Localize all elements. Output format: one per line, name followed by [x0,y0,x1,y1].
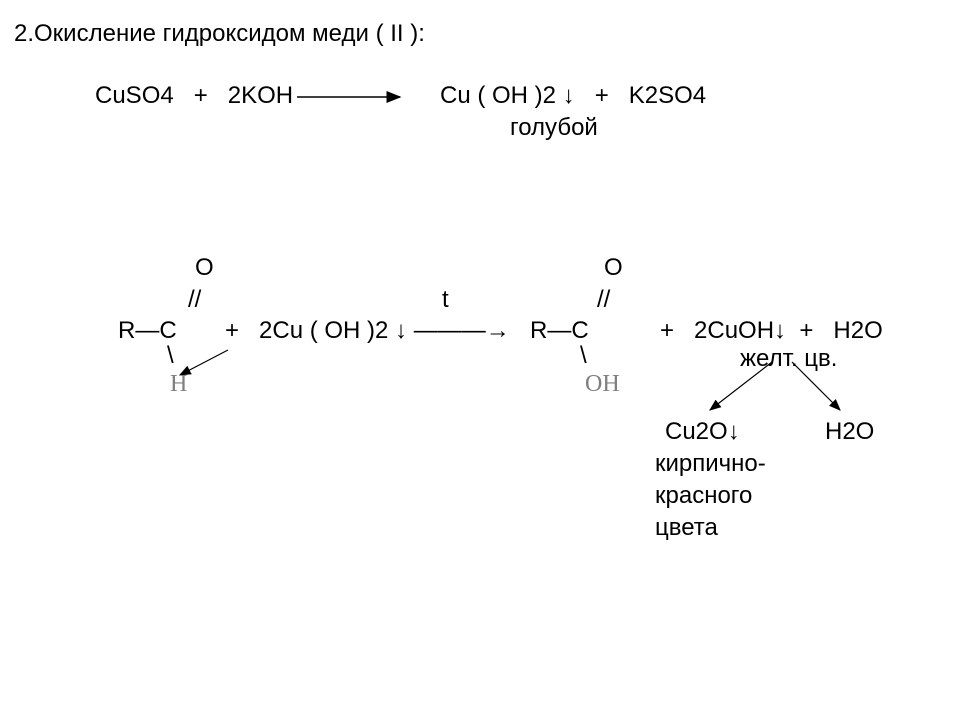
eq1-rhs: Cu ( OH )2 ↓ + K2SO4 [440,82,706,111]
eq2-brick3: цвета [655,514,718,543]
eq2-back-left: \ [167,342,174,371]
eq2-H-left: Н [170,370,187,399]
eq2-slashes-left: // [188,286,201,315]
eq2-O-right: O [604,254,623,283]
eq2-t-label: t [442,286,449,315]
eq2-plus-cuoh2: + 2Cu ( OH )2 ↓ ———→ [225,317,510,346]
eq2-slashes-right: // [597,286,610,315]
heading: 2.Окисление гидроксидом меди ( II ): [14,20,425,49]
eq2-plus-cuoh: + 2CuOH↓ + H2O [660,317,883,346]
eq2-h2o: H2O [825,418,874,447]
eq1-note: голубой [510,114,598,143]
eq2-OH-right: ОН [585,370,620,399]
eq2-brick2: красного [655,482,752,511]
eq2-brick1: кирпично- [655,450,766,479]
eq2-cu2o: Cu2O↓ [665,418,740,447]
eq2-yellow: желт. цв. [740,345,837,374]
eq2-back-right: \ [580,342,587,371]
eq2-O-left: O [195,254,214,283]
chemistry-slide: 2.Окисление гидроксидом меди ( II ): CuS… [0,0,960,720]
eq1-lhs: CuSO4 + 2KOH [95,82,293,111]
